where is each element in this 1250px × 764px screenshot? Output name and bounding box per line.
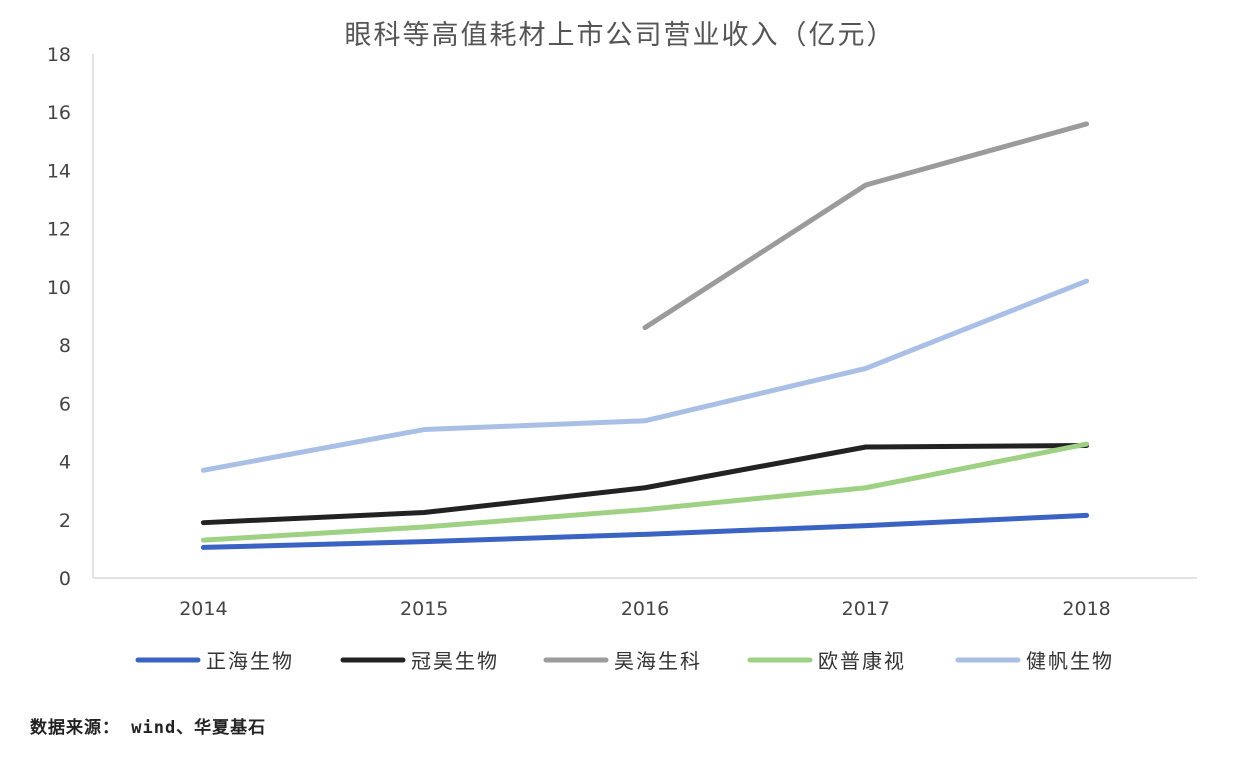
y-tick-label: 16: [47, 102, 71, 124]
x-tick-label: 2018: [1062, 598, 1110, 620]
legend: 正海生物 冠昊生物 昊海生科 欧普康视 健帆生物: [135, 649, 1114, 673]
x-tick-label: 2014: [179, 598, 227, 620]
y-tick-label: 0: [59, 568, 71, 590]
series-line-5: [200, 278, 1090, 473]
legend-label-4: 欧普康视: [818, 649, 906, 673]
legend-label-1: 正海生物: [206, 649, 294, 673]
y-tick-label: 6: [59, 393, 71, 415]
series-lines: [200, 121, 1090, 550]
series-line-1: [200, 512, 1090, 550]
series-line-4: [200, 441, 1090, 543]
y-tick-label: 10: [47, 277, 71, 299]
y-tick-label: 2: [59, 510, 71, 532]
series-line-2: [200, 443, 1090, 526]
legend-label-2: 冠昊生物: [411, 649, 499, 673]
y-tick-label: 12: [47, 219, 71, 241]
y-tick-label: 8: [59, 335, 71, 357]
x-tick-label: 2017: [842, 598, 890, 620]
chart-title: 眼科等高值耗材上市公司营业收入（亿元）: [345, 20, 896, 51]
y-tick-label: 14: [47, 160, 71, 182]
y-tick-label: 18: [47, 44, 71, 66]
y-tick-label: 4: [59, 452, 71, 474]
legend-label-3: 昊海生科: [614, 649, 702, 673]
x-tick-label: 2015: [400, 598, 448, 620]
series-line-3: [642, 121, 1090, 331]
legend-label-5: 健帆生物: [1026, 649, 1114, 673]
x-tick-label: 2016: [621, 598, 669, 620]
source-note: 数据来源： wind、华夏基石: [30, 718, 267, 738]
axes: 0 2 4 6 8 10 12 14 16 18 2014 2015 2016 2017 2018: [47, 44, 1197, 620]
